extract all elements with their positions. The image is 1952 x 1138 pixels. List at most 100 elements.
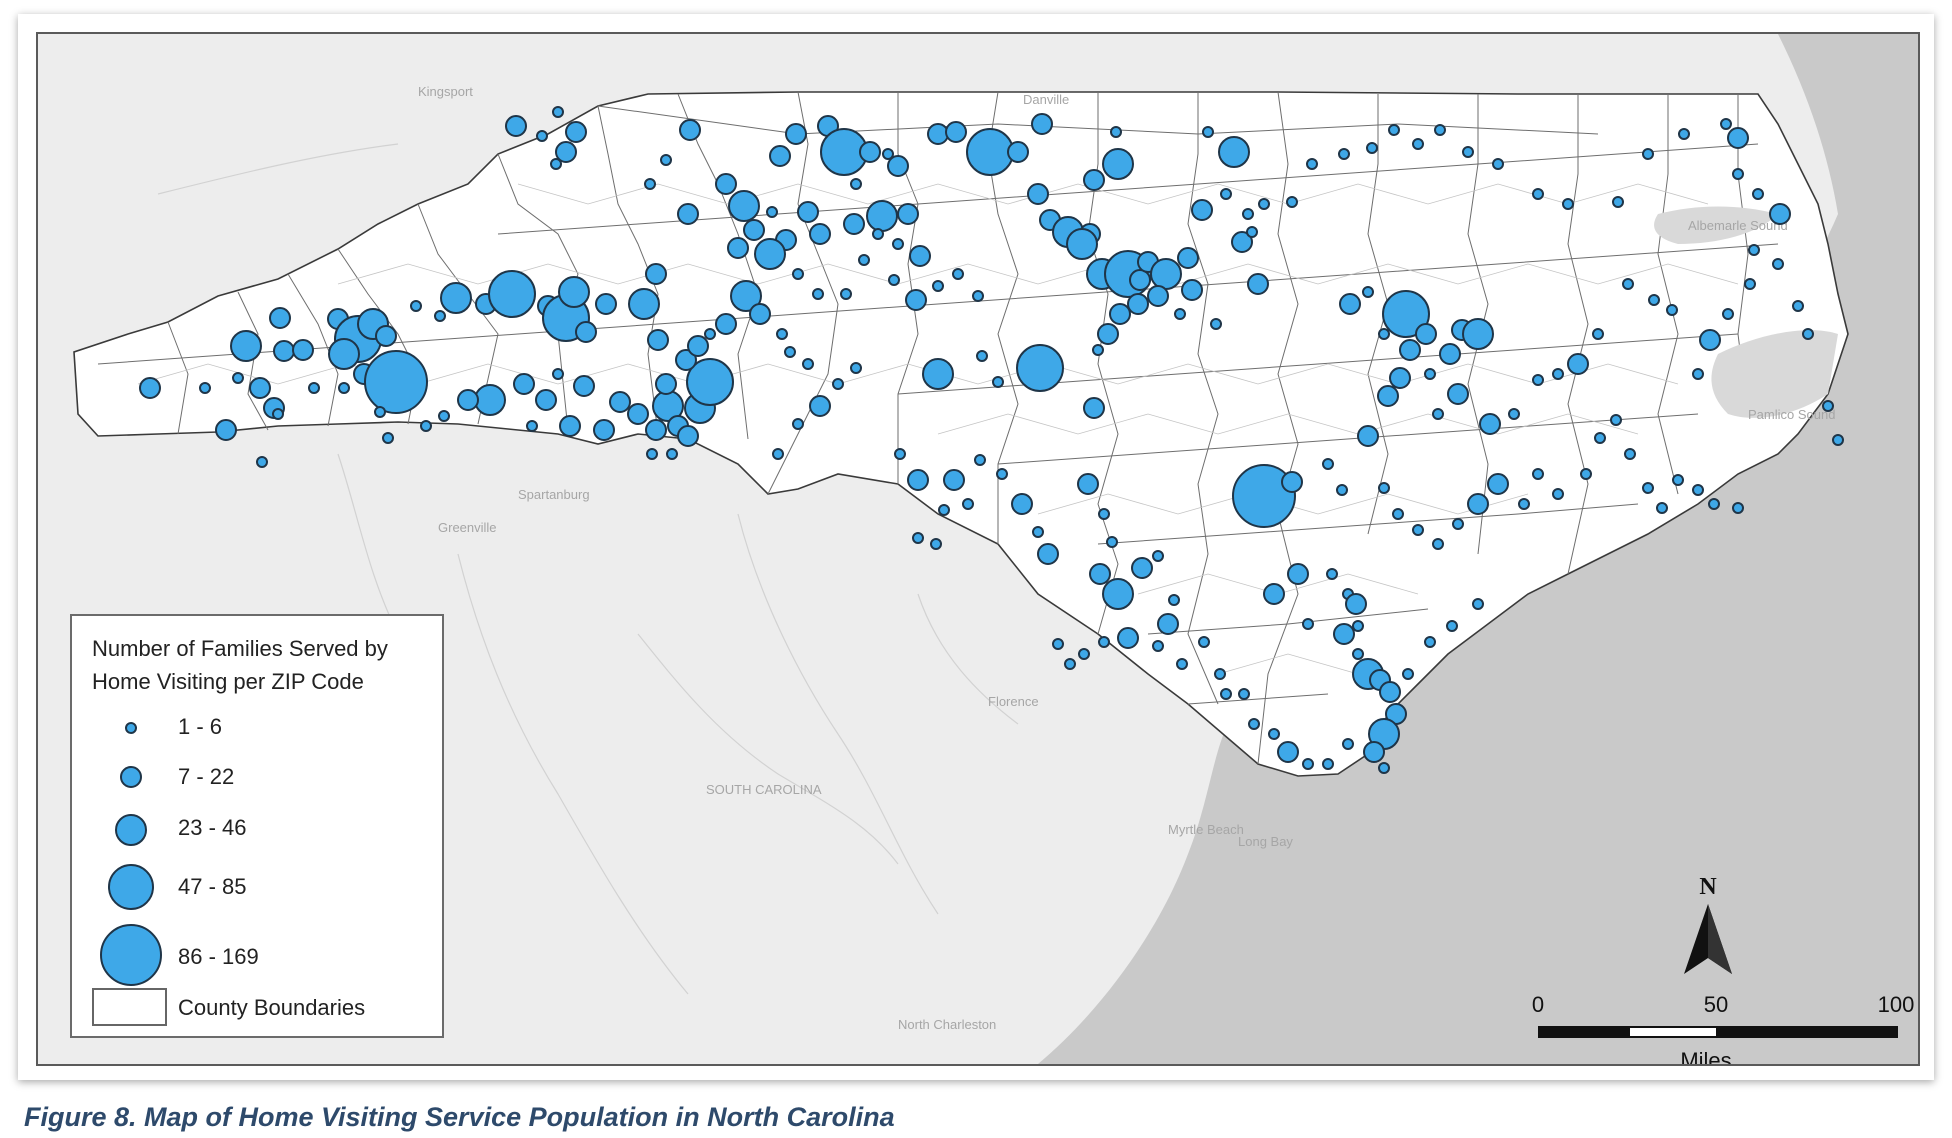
zip-code-bubble bbox=[1246, 226, 1258, 238]
north-arrow-icon: N bbox=[1678, 874, 1738, 984]
zip-code-bubble bbox=[784, 346, 796, 358]
zip-code-bubble bbox=[1248, 718, 1260, 730]
place-long-bay: Long Bay bbox=[1238, 834, 1293, 849]
zip-code-bubble bbox=[945, 121, 967, 143]
zip-code-bubble bbox=[1492, 158, 1504, 170]
zip-code-bubble bbox=[1424, 368, 1436, 380]
zip-code-bubble bbox=[675, 349, 697, 371]
zip-code-bubble bbox=[897, 203, 919, 225]
zip-code-bubble bbox=[1612, 196, 1624, 208]
zip-code-bubble bbox=[996, 468, 1008, 480]
zip-code-bubble bbox=[1037, 543, 1059, 565]
zip-code-bubble bbox=[1352, 620, 1364, 632]
zip-code-bubble bbox=[952, 268, 964, 280]
zip-code-bubble bbox=[938, 504, 950, 516]
zip-code-bubble bbox=[249, 377, 271, 399]
place-myrtle: Myrtle Beach bbox=[1168, 822, 1244, 837]
zip-code-bubble bbox=[1077, 473, 1099, 495]
zip-code-bubble bbox=[907, 469, 929, 491]
zip-code-bubble bbox=[595, 293, 617, 315]
zip-code-bubble bbox=[769, 145, 791, 167]
zip-code-bubble bbox=[909, 245, 931, 267]
zip-code-bubble bbox=[1078, 648, 1090, 660]
zip-code-bubble bbox=[269, 307, 291, 329]
zip-code-bubble bbox=[1822, 400, 1834, 412]
basemap-river bbox=[917, 593, 1019, 725]
zip-code-bubble bbox=[1102, 148, 1134, 180]
zip-code-bubble bbox=[974, 454, 986, 466]
zip-code-bubble bbox=[1772, 258, 1784, 270]
zip-code-bubble bbox=[850, 178, 862, 190]
map-legend: Number of Families Served by Home Visiti… bbox=[70, 614, 444, 1038]
zip-code-bubble bbox=[1220, 188, 1232, 200]
zip-code-bubble bbox=[1242, 208, 1254, 220]
zip-code-bubble bbox=[888, 274, 900, 286]
zip-code-bubble bbox=[1032, 526, 1044, 538]
zip-code-bubble bbox=[704, 328, 716, 340]
zip-code-bubble bbox=[809, 395, 831, 417]
zip-code-bubble bbox=[1744, 278, 1756, 290]
zip-code-bubble bbox=[766, 206, 778, 218]
zip-code-bubble bbox=[536, 130, 548, 142]
zip-code-bubble bbox=[1594, 432, 1606, 444]
zip-code-bubble bbox=[858, 254, 870, 266]
place-spartanburg: Spartanburg bbox=[518, 487, 590, 502]
zip-code-bubble bbox=[1732, 168, 1744, 180]
zip-code-bubble bbox=[1174, 308, 1186, 320]
zip-code-bubble bbox=[1666, 304, 1678, 316]
legend-county-symbol bbox=[92, 988, 167, 1026]
zip-code-bubble bbox=[1263, 583, 1285, 605]
zip-code-bubble bbox=[1281, 471, 1303, 493]
zip-code-bubble bbox=[644, 178, 656, 190]
zip-code-bubble bbox=[832, 378, 844, 390]
zip-code-bubble bbox=[434, 310, 446, 322]
zip-code-bubble bbox=[1202, 126, 1214, 138]
zip-code-bubble bbox=[809, 223, 831, 245]
zip-code-bubble bbox=[1218, 136, 1250, 168]
zip-code-bubble bbox=[1446, 620, 1458, 632]
zip-code-bubble bbox=[887, 155, 909, 177]
zip-code-bubble bbox=[1342, 738, 1354, 750]
zip-code-bubble bbox=[1027, 183, 1049, 205]
zip-code-bubble bbox=[256, 456, 268, 468]
zip-code-bubble bbox=[440, 282, 472, 314]
zip-code-bubble bbox=[1232, 464, 1296, 528]
zip-code-bubble bbox=[1326, 568, 1338, 580]
zip-code-bubble bbox=[1064, 658, 1076, 670]
zip-code-bubble bbox=[1732, 502, 1744, 514]
zip-code-bubble bbox=[1392, 508, 1404, 520]
place-greenville: Greenville bbox=[438, 520, 497, 535]
zip-code-bubble bbox=[1752, 188, 1764, 200]
zip-code-bubble bbox=[1377, 385, 1399, 407]
zip-code-bubble bbox=[905, 289, 927, 311]
scale-segment bbox=[1716, 1026, 1898, 1038]
zip-code-bubble bbox=[1152, 550, 1164, 562]
zip-code-bubble bbox=[1150, 258, 1182, 290]
zip-code-bubble bbox=[677, 203, 699, 225]
zip-code-bubble bbox=[1792, 300, 1804, 312]
zip-code-bubble bbox=[1157, 613, 1179, 635]
place-florence: Florence bbox=[988, 694, 1039, 709]
zip-code-bubble bbox=[552, 368, 564, 380]
zip-code-bubble bbox=[1692, 368, 1704, 380]
zip-code-bubble bbox=[1708, 498, 1720, 510]
zip-code-bubble bbox=[1357, 425, 1379, 447]
zip-code-bubble bbox=[1487, 473, 1509, 495]
zip-code-bubble bbox=[772, 448, 784, 460]
zip-code-bubble bbox=[338, 382, 350, 394]
zip-code-bubble bbox=[1624, 448, 1636, 460]
zip-code-bubble bbox=[843, 213, 865, 235]
zip-code-bubble bbox=[1648, 294, 1660, 306]
zip-code-bubble bbox=[1434, 124, 1446, 136]
zip-code-bubble bbox=[1210, 318, 1222, 330]
place-albemarle: Albemarle Sound bbox=[1688, 218, 1788, 233]
zip-code-bubble bbox=[1439, 343, 1461, 365]
zip-code-bubble bbox=[1066, 228, 1098, 260]
zip-code-bubble bbox=[1110, 126, 1122, 138]
zip-code-bubble bbox=[1345, 593, 1367, 615]
map-canvas: Danville Florence SOUTH CAROLINA Spartan… bbox=[73, 34, 1918, 1064]
zip-code-bubble bbox=[1106, 536, 1118, 548]
legend-label: 47 - 85 bbox=[178, 874, 247, 899]
zip-code-bubble bbox=[743, 219, 765, 241]
zip-code-bubble bbox=[687, 335, 709, 357]
